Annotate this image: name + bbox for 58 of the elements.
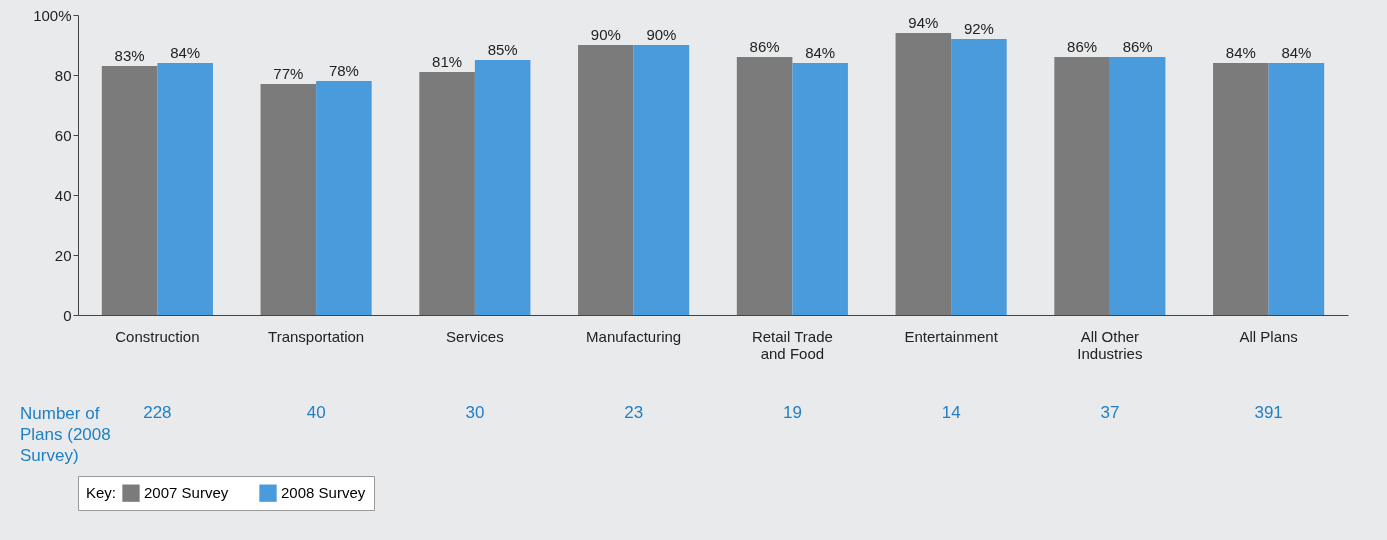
bar bbox=[157, 63, 213, 315]
text: Number of Plans (2008 Survey) bbox=[20, 404, 111, 465]
y-tick-label: 20 bbox=[54, 246, 72, 264]
y-tick-label: 100% bbox=[33, 6, 72, 24]
data-label: 90% bbox=[590, 26, 621, 43]
data-label: 92% bbox=[963, 20, 994, 37]
data-label: 86% bbox=[1122, 38, 1153, 55]
data-label: 83% bbox=[114, 47, 145, 64]
data-label: 84% bbox=[1225, 44, 1256, 61]
bar bbox=[633, 45, 690, 315]
legend-label: 2007 Survey bbox=[144, 484, 229, 502]
bar bbox=[260, 84, 317, 315]
x-tick-label: Retail Trade and Food bbox=[751, 327, 833, 362]
x-tick-label: Entertainment bbox=[904, 327, 999, 345]
bar bbox=[316, 81, 372, 315]
text: 30 bbox=[465, 403, 485, 422]
x-tick-label: Construction bbox=[115, 327, 200, 345]
data-label: 78% bbox=[328, 62, 359, 79]
x-tick-label: Services bbox=[446, 327, 504, 345]
bar bbox=[1109, 57, 1166, 315]
bar bbox=[419, 72, 475, 315]
y-tick-label: 60 bbox=[54, 126, 72, 144]
legend-title: Key: bbox=[86, 484, 117, 501]
bar bbox=[1054, 57, 1110, 315]
y-tick-label: 0 bbox=[63, 306, 72, 324]
bar bbox=[895, 33, 952, 315]
y-tick-label: 80 bbox=[54, 66, 72, 84]
data-label: 94% bbox=[908, 14, 939, 31]
bar bbox=[951, 39, 1007, 315]
data-label: 84% bbox=[1281, 44, 1312, 61]
bar bbox=[1268, 63, 1325, 315]
x-tick-label: All Other Industries bbox=[1077, 327, 1143, 362]
data-label: 84% bbox=[170, 44, 201, 61]
x-tick-label: All Plans bbox=[1239, 327, 1298, 345]
data-label: 84% bbox=[805, 44, 836, 61]
bar bbox=[474, 60, 531, 315]
bar bbox=[101, 66, 158, 315]
y-tick-label: 40 bbox=[54, 186, 72, 204]
data-label: 81% bbox=[432, 53, 463, 70]
legend-label: 2008 Survey bbox=[281, 484, 366, 502]
bar bbox=[1213, 63, 1269, 315]
bar bbox=[792, 63, 848, 315]
text: 228 bbox=[143, 403, 172, 422]
text: 40 bbox=[306, 403, 326, 422]
text: 37 bbox=[1100, 403, 1120, 422]
data-label: 90% bbox=[646, 26, 677, 43]
bar bbox=[736, 57, 793, 315]
data-label: 86% bbox=[749, 38, 780, 55]
data-label: 86% bbox=[1067, 38, 1098, 55]
text: 14 bbox=[941, 403, 961, 422]
data-label: 85% bbox=[487, 41, 518, 58]
text: 19 bbox=[782, 403, 802, 422]
x-tick-label: Transportation bbox=[268, 327, 365, 345]
text: 23 bbox=[624, 403, 644, 422]
x-tick-label: Manufacturing bbox=[586, 327, 682, 345]
data-label: 77% bbox=[273, 65, 304, 82]
text: 391 bbox=[1254, 403, 1283, 422]
bar bbox=[578, 45, 634, 315]
